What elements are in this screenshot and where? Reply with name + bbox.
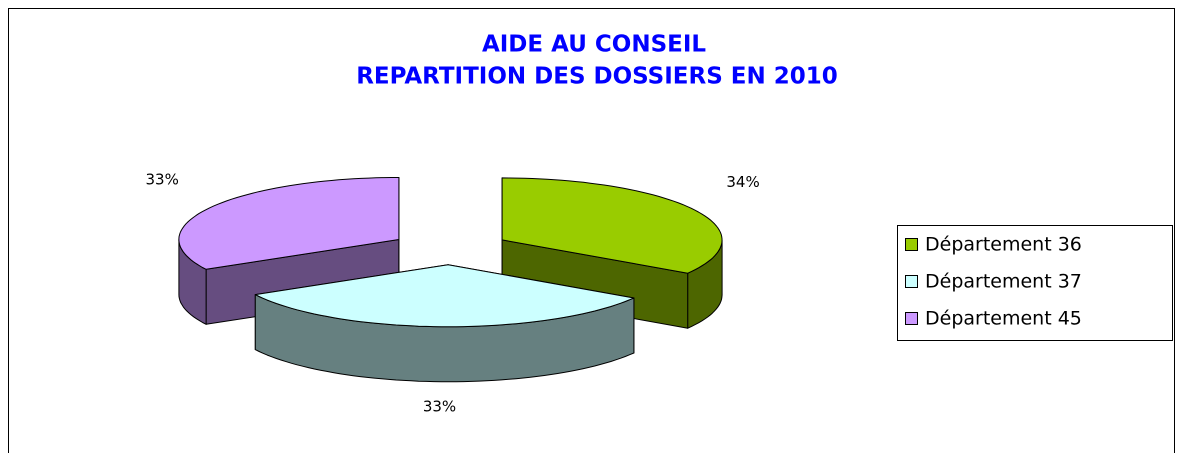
- legend-swatch: [905, 238, 918, 251]
- slice: [254, 264, 635, 328]
- data-label: 33%: [145, 171, 178, 189]
- chart-title: AIDE AU CONSEIL: [482, 32, 706, 58]
- slice: [178, 177, 400, 270]
- legend-swatch: [905, 275, 918, 288]
- data-label: 34%: [726, 173, 759, 191]
- slice: [501, 177, 723, 274]
- data-label: 33%: [423, 398, 456, 416]
- legend-swatch: [905, 312, 918, 325]
- legend-label: Département 36: [925, 234, 1082, 256]
- legend-label: Département 45: [925, 308, 1082, 330]
- legend-label: Département 37: [925, 271, 1082, 293]
- legend-box: [897, 225, 1173, 341]
- chart-subtitle: REPARTITION DES DOSSIERS EN 2010: [356, 64, 838, 90]
